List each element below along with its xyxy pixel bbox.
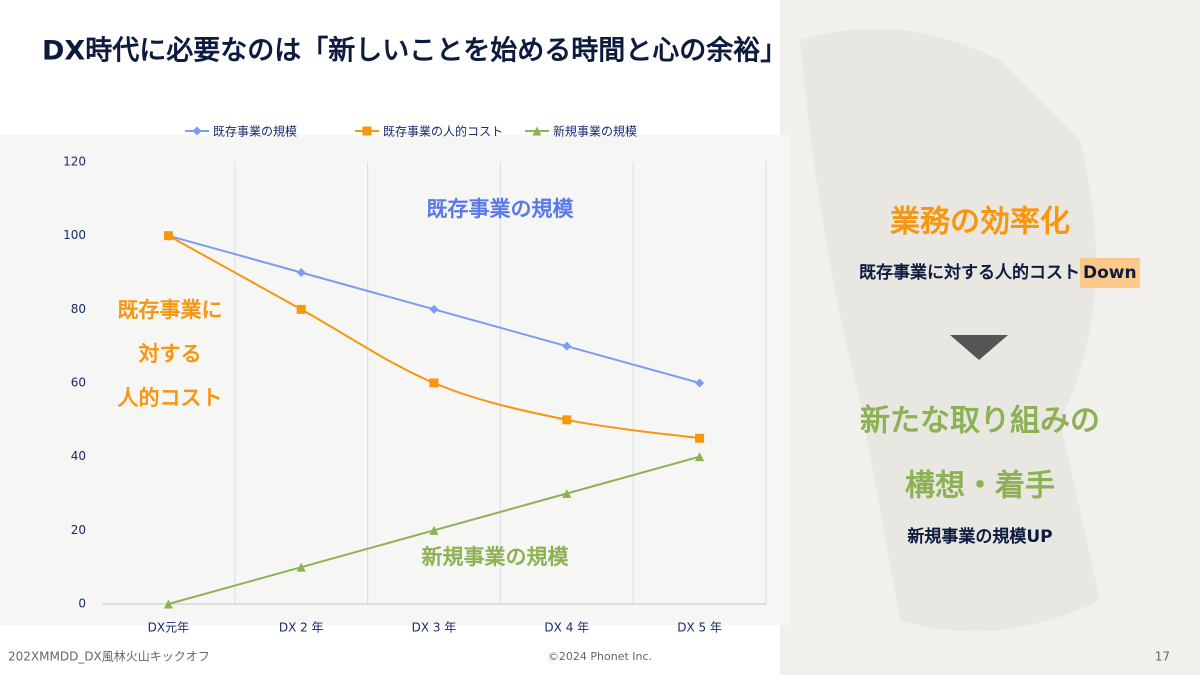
marker (296, 268, 306, 277)
x-tick-label: DX 4 年 (544, 621, 589, 635)
annotation: 既存事業の規模 (427, 197, 575, 221)
y-tick-label: 40 (71, 449, 86, 463)
page-number: 17 (1155, 650, 1170, 664)
marker (429, 378, 439, 388)
x-tick-label: DX 3 年 (412, 621, 457, 635)
marker (562, 489, 572, 498)
side-text-highlight: Down (1083, 263, 1137, 283)
legend-marker (362, 126, 372, 136)
legend-marker (192, 126, 202, 136)
x-tick-label: DX 5 年 (677, 621, 722, 635)
footer-left: 202XMMDD_DX風林火山キックオフ (8, 650, 210, 664)
y-tick-label: 0 (78, 597, 86, 611)
marker (429, 304, 439, 314)
marker (695, 452, 705, 462)
slide-title: DX時代に必要なのは「新しいことを始める時間と心の余裕」 (42, 35, 787, 67)
marker (163, 231, 173, 241)
footer-center: ©2024 Phonet Inc. (548, 650, 652, 663)
y-tick-label: 100 (63, 228, 86, 242)
marker (562, 341, 572, 351)
y-tick-label: 120 (63, 155, 86, 169)
legend-label: 既存事業の人的コスト (383, 124, 503, 139)
marker (429, 525, 439, 535)
y-tick-label: 20 (71, 523, 86, 537)
x-tick-label: DX 2 年 (279, 621, 324, 635)
legend-label: 既存事業の規模 (213, 124, 297, 139)
side-heading: 業務の効率化 (890, 205, 1070, 240)
side-heading: 新たな取り組みの (860, 404, 1100, 439)
side-text: 新規事業の規模UP (907, 526, 1052, 547)
annotation: 対する (139, 342, 202, 366)
x-tick-label: DX元年 (148, 621, 189, 635)
y-tick-label: 60 (71, 376, 86, 390)
plot-bg (0, 135, 790, 625)
annotation: 人的コスト (118, 386, 223, 410)
annotation: 新規事業の規模 (422, 545, 570, 569)
brush-art (800, 28, 1100, 632)
arrow-down (950, 335, 1008, 360)
marker (695, 378, 705, 388)
legend-label: 新規事業の規模 (553, 124, 637, 139)
legend-marker (532, 126, 542, 136)
marker (695, 433, 705, 443)
side-heading: 構想・着手 (905, 469, 1055, 504)
marker (562, 415, 572, 425)
y-tick-label: 80 (71, 302, 86, 316)
marker (296, 562, 306, 572)
annotation: 既存事業に (118, 298, 223, 322)
side-text: 既存事業に対する人的コスト (859, 262, 1080, 283)
marker (296, 304, 306, 314)
marker (163, 599, 173, 609)
highlight (1080, 258, 1140, 288)
